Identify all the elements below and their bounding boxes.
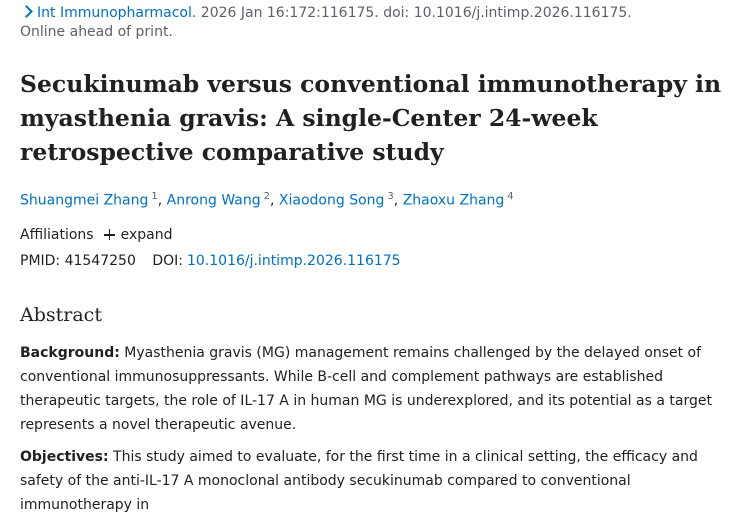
pmid-label: PMID: [20,252,61,269]
author-link[interactable]: Xiaodong Song [278,192,385,209]
doi-link[interactable]: 10.1016/j.intimp.2026.116175 [186,252,401,269]
plus-icon [103,229,115,241]
publication-status: Online ahead of print. [20,24,173,40]
author-affiliation-ref[interactable]: 3 [387,191,394,202]
affiliations-label: Affiliations [20,226,94,243]
abstract-objectives: Objectives: This study aimed to evaluate… [20,445,738,517]
objectives-text: This study aimed to evaluate, for the fi… [20,448,698,513]
background-text: Myasthenia gravis (MG) management remain… [20,344,712,433]
affiliations-row: Affiliations expand [20,225,738,245]
author-affiliation-ref[interactable]: 4 [507,191,514,202]
article-page: Int Immunopharmacol. 2026 Jan 16:172:116… [0,4,750,517]
background-label: Background: [20,344,120,361]
author-link[interactable]: Shuangmei Zhang [20,192,149,209]
abstract-background: Background: Myasthenia gravis (MG) manag… [20,341,738,437]
objectives-label: Objectives: [20,448,109,465]
citation-details: 2026 Jan 16:172:116175. doi: 10.1016/j.i… [200,5,632,21]
pmid-value: 41547250 [64,252,136,269]
author-affiliation-ref[interactable]: 2 [263,191,270,202]
author-link[interactable]: Zhaoxu Zhang [402,192,505,209]
citation-line: Int Immunopharmacol. 2026 Jan 16:172:116… [20,4,738,22]
affiliations-expand-button[interactable]: expand [103,225,173,245]
abstract-heading: Abstract [20,303,102,326]
article-title: Secukinumab versus conventional immunoth… [20,70,722,166]
identifiers-row: PMID: 41547250 DOI: 10.1016/j.intimp.2026… [20,251,738,271]
expand-label: expand [120,226,173,243]
author-list: Shuangmei Zhang 1, Anrong Wang 2, Xiaodong… [20,191,514,209]
author-affiliation-ref[interactable]: 1 [151,191,158,202]
author-link[interactable]: Anrong Wang [166,192,261,209]
doi-label: DOI: [152,252,183,269]
journal-link[interactable]: Int Immunopharmacol. [37,5,197,21]
chevron-right-icon [20,5,33,18]
